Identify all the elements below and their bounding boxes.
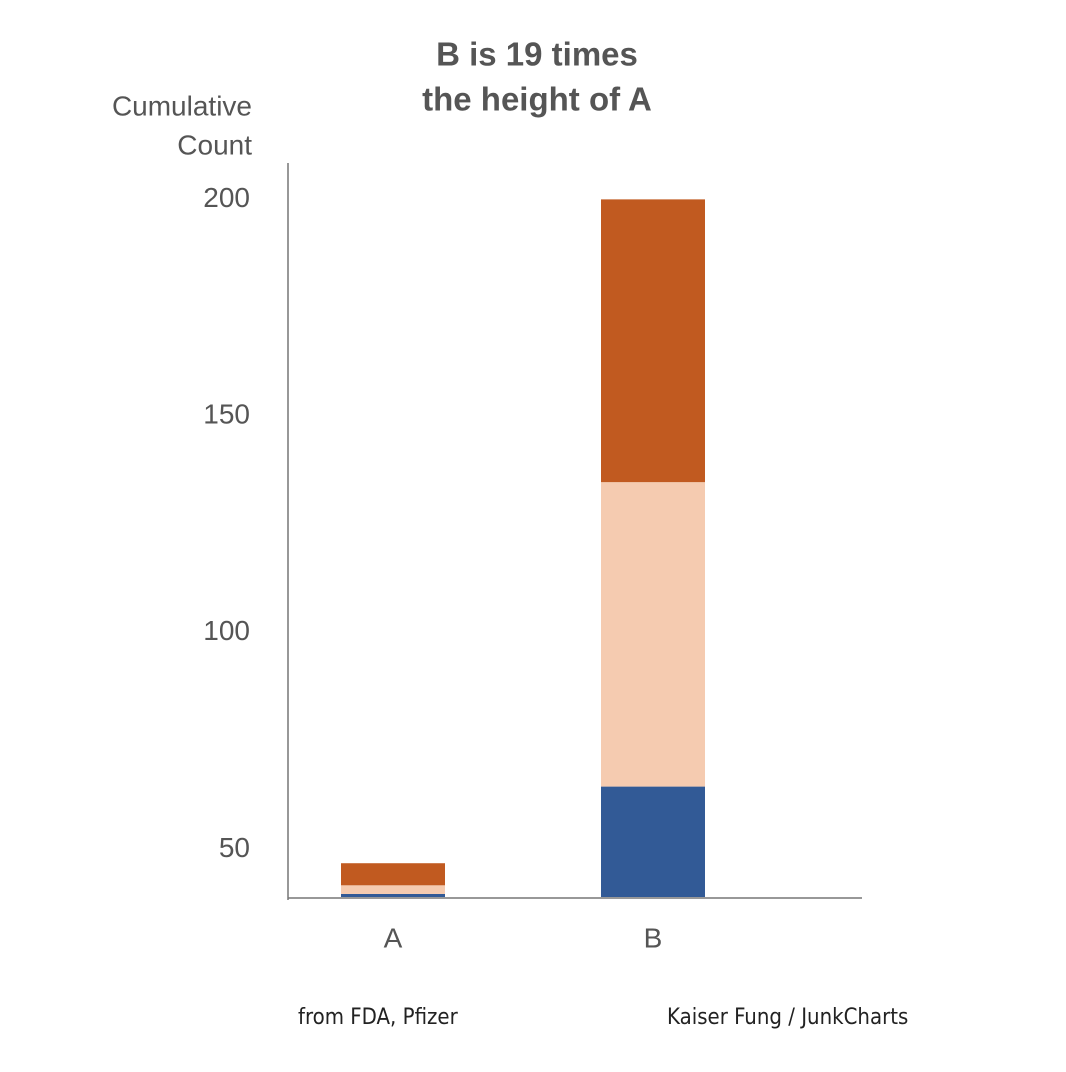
y-axis-label: Cumulative [112,90,252,121]
bar-segment [601,786,705,897]
y-axis-label: Count [177,129,252,160]
bar-segment [341,863,445,886]
x-tick-label: B [644,922,663,953]
y-tick-label: 100 [203,615,250,646]
credit: Kaiser Fung / JunkCharts [667,1005,908,1030]
chart-title: the height of A [422,81,652,118]
chart-title: B is 19 times [436,36,638,73]
bar-segment [601,482,705,787]
source: from FDA, Pfizer [298,1005,459,1030]
x-tick-label: A [384,922,403,953]
y-tick-label: 50 [219,832,250,863]
bar-segment [601,199,705,483]
bar-segment [341,893,445,897]
y-tick-label: 200 [203,182,250,213]
y-tick-label: 150 [203,399,250,430]
bar-segment [341,885,445,894]
